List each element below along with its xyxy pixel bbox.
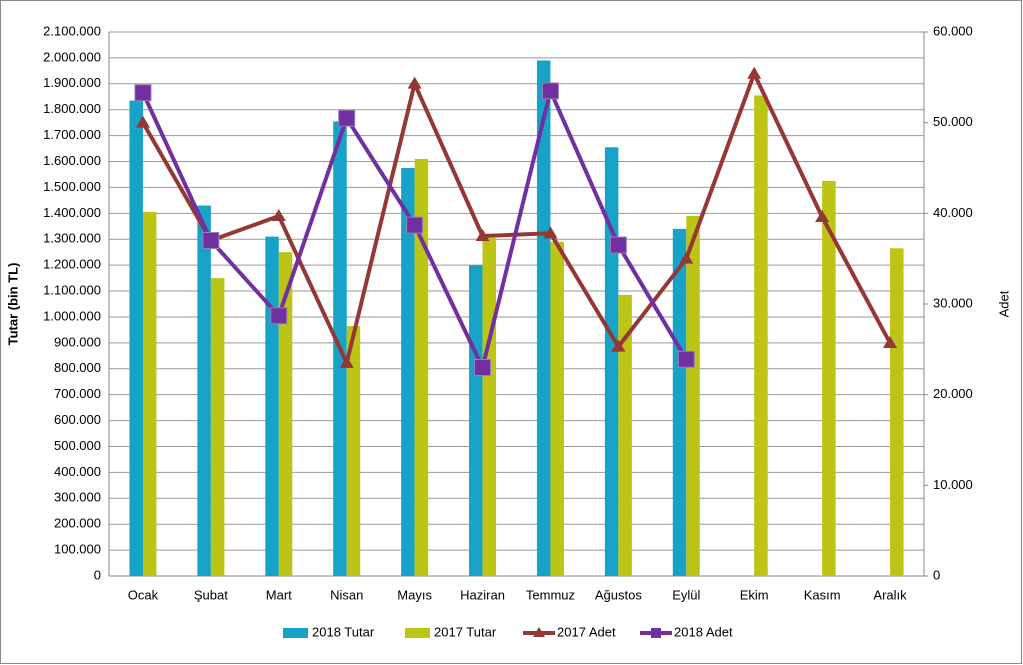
x-tick-label: Eylül [672,587,700,602]
x-tick-label: Ağustos [595,587,642,602]
y-tick-label: 200.000 [54,516,101,531]
y-tick-label: 800.000 [54,360,101,375]
point [815,209,830,222]
y2-tick-label: 10.000 [933,477,973,492]
bar [401,168,415,576]
legend-swatch [283,628,308,638]
legend-label: 2018 Tutar [312,624,375,639]
bar [686,215,700,576]
legend-label: 2018 Adet [674,624,733,639]
y-tick-label: 1.000.000 [43,308,101,323]
x-tick-label: Nisan [330,587,363,602]
bar [482,237,497,576]
x-tick-label: Haziran [460,587,505,602]
bar [210,278,225,576]
x-tick-label: Temmuz [526,587,575,602]
legend-marker [651,628,661,638]
y-tick-label: 1.300.000 [43,231,101,246]
y2-tick-label: 0 [933,567,940,582]
y-tick-label: 1.200.000 [43,257,101,272]
y-tick-label: 100.000 [54,542,101,557]
y-tick-label: 1.100.000 [43,282,101,297]
x-tick-label: Mart [266,587,292,602]
y-tick-label: 1.500.000 [43,179,101,194]
point [271,209,286,222]
y-tick-label: 1.700.000 [43,127,101,142]
point [475,229,490,241]
legend-label: 2017 Adet [557,624,616,639]
point [135,115,150,128]
x-tick-label: Aralık [873,587,907,602]
y-tick-label: 2.000.000 [43,49,101,64]
y-tick-label: 1.900.000 [43,75,101,90]
x-tick-label: Şubat [194,587,228,602]
bar [754,95,768,576]
bar [278,252,293,576]
legend-swatch [405,628,430,638]
bar [822,180,836,576]
point [270,307,288,325]
point [202,232,220,250]
y-tick-label: 400.000 [54,464,101,479]
point [543,226,558,239]
legend-marker [533,627,545,637]
y2-tick-label: 20.000 [933,386,973,401]
bar [618,294,632,576]
point [541,82,559,100]
y-tick-label: 900.000 [54,334,101,349]
y-tick-label: 1.800.000 [43,101,101,116]
x-tick-label: Mayıs [397,587,432,602]
y-tick-label: 600.000 [54,412,101,427]
y-tick-label: 300.000 [54,490,101,505]
y-tick-label: 1.600.000 [43,153,101,168]
point [611,339,626,352]
point [679,251,694,264]
legend-label: 2017 Tutar [434,624,497,639]
point [407,76,422,89]
bar [890,248,904,577]
point [134,84,152,102]
point [883,335,898,348]
bar [197,205,211,577]
point [338,109,356,127]
y-tick-label: 0 [94,567,101,582]
bar [536,60,551,576]
x-tick-label: Ekim [740,587,769,602]
y2-tick-label: 40.000 [933,205,973,220]
point [677,350,695,368]
x-tick-label: Kasım [804,587,841,602]
point [474,358,492,376]
y-tick-label: 1.400.000 [43,205,101,220]
bar [142,212,157,577]
y2-tick-label: 60.000 [933,23,973,38]
bar [414,158,429,576]
bar [469,265,483,576]
bar [346,326,361,576]
y2-axis-title: Adet [996,290,1011,317]
bar [265,236,279,576]
y-tick-label: 500.000 [54,438,101,453]
point [609,236,627,254]
bar [604,147,619,576]
y2-tick-label: 30.000 [933,295,973,310]
bar [550,241,564,577]
bar [672,228,687,576]
y-axis-title: Tutar (bin TL) [5,263,20,346]
point [339,355,354,368]
point [747,66,762,79]
bar [129,100,143,577]
point [406,216,424,234]
y-tick-label: 700.000 [54,386,101,401]
y2-tick-label: 50.000 [933,114,973,129]
y-tick-label: 2.100.000 [43,23,101,38]
x-tick-label: Ocak [128,587,159,602]
